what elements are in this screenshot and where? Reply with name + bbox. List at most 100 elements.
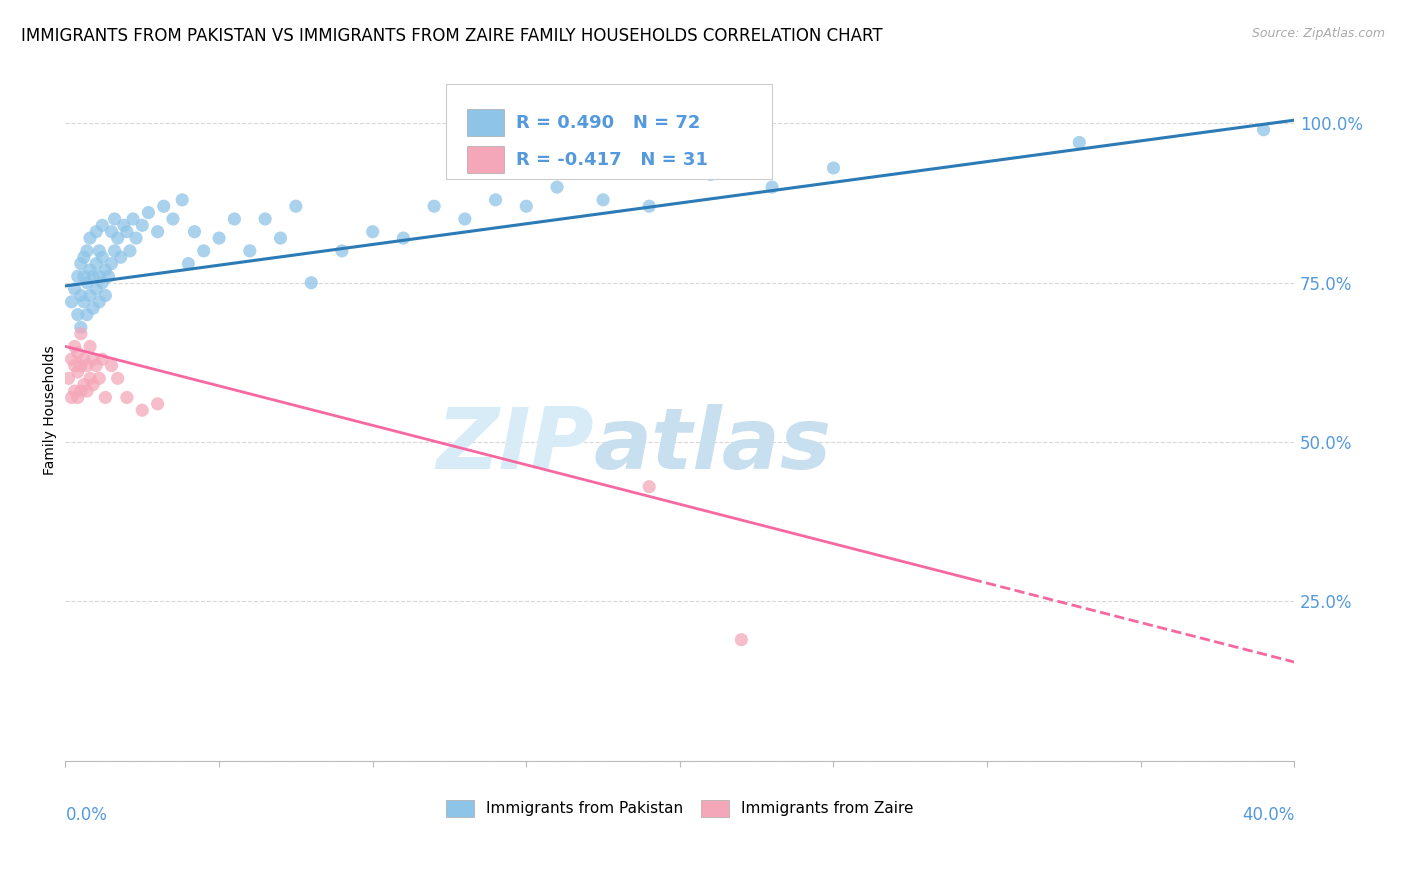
FancyBboxPatch shape	[446, 84, 772, 178]
Point	[254, 211, 277, 226]
Point	[91, 276, 114, 290]
Point	[138, 205, 160, 219]
Text: IMMIGRANTS FROM PAKISTAN VS IMMIGRANTS FROM ZAIRE FAMILY HOUSEHOLDS CORRELATION : IMMIGRANTS FROM PAKISTAN VS IMMIGRANTS F…	[21, 27, 883, 45]
Point	[592, 193, 614, 207]
Bar	[467, 110, 505, 136]
Point	[110, 250, 132, 264]
Point	[284, 199, 307, 213]
Point	[79, 371, 101, 385]
Text: 0.0%: 0.0%	[66, 806, 107, 824]
Point	[73, 250, 96, 264]
Point	[299, 276, 322, 290]
Point	[63, 282, 86, 296]
Point	[63, 339, 86, 353]
Point	[79, 288, 101, 302]
Point	[152, 199, 174, 213]
Point	[66, 346, 89, 360]
Point	[104, 211, 127, 226]
Point	[484, 193, 506, 207]
Point	[76, 384, 98, 398]
Point	[177, 257, 200, 271]
Bar	[467, 146, 505, 173]
Point	[69, 359, 91, 373]
Point	[63, 384, 86, 398]
Point	[122, 211, 145, 226]
Point	[69, 384, 91, 398]
Text: 40.0%: 40.0%	[1241, 806, 1295, 824]
Point	[84, 257, 107, 271]
Point	[423, 199, 446, 213]
Point	[131, 219, 153, 233]
Point	[89, 371, 111, 385]
Point	[91, 352, 114, 367]
Point	[73, 294, 96, 309]
Point	[84, 282, 107, 296]
Point	[761, 180, 783, 194]
Point	[270, 231, 292, 245]
Point	[239, 244, 262, 258]
Point	[515, 199, 537, 213]
Point	[823, 161, 845, 175]
Point	[69, 326, 91, 341]
Point	[60, 294, 83, 309]
Point	[162, 211, 184, 226]
Point	[454, 211, 477, 226]
Point	[82, 377, 104, 392]
Point	[82, 301, 104, 316]
Text: R = -0.417   N = 31: R = -0.417 N = 31	[516, 151, 709, 169]
Point	[89, 269, 111, 284]
Legend: Immigrants from Pakistan, Immigrants from Zaire: Immigrants from Pakistan, Immigrants fro…	[440, 794, 920, 823]
Point	[392, 231, 415, 245]
Point	[112, 219, 135, 233]
Point	[193, 244, 215, 258]
Point	[79, 231, 101, 245]
Point	[107, 371, 129, 385]
Point	[330, 244, 353, 258]
Point	[100, 359, 122, 373]
Point	[638, 480, 661, 494]
Point	[100, 257, 122, 271]
Text: ZIP: ZIP	[436, 404, 593, 487]
Point	[104, 244, 127, 258]
Point	[146, 397, 169, 411]
Point	[361, 225, 384, 239]
Point	[79, 339, 101, 353]
Point	[89, 244, 111, 258]
Point	[66, 365, 89, 379]
Point	[66, 308, 89, 322]
Point	[84, 359, 107, 373]
Point	[146, 225, 169, 239]
Text: Source: ZipAtlas.com: Source: ZipAtlas.com	[1251, 27, 1385, 40]
Point	[208, 231, 231, 245]
Point	[82, 352, 104, 367]
Point	[94, 288, 117, 302]
Point	[131, 403, 153, 417]
Point	[107, 231, 129, 245]
Point	[82, 269, 104, 284]
Point	[91, 250, 114, 264]
Point	[73, 377, 96, 392]
Point	[118, 244, 141, 258]
Point	[224, 211, 246, 226]
Point	[69, 257, 91, 271]
Point	[76, 308, 98, 322]
Point	[84, 225, 107, 239]
Point	[125, 231, 148, 245]
Text: R = 0.490   N = 72: R = 0.490 N = 72	[516, 113, 700, 132]
Text: atlas: atlas	[593, 404, 832, 487]
Point	[94, 391, 117, 405]
Point	[115, 391, 138, 405]
Point	[546, 180, 568, 194]
Point	[58, 371, 80, 385]
Point	[79, 263, 101, 277]
Point	[76, 276, 98, 290]
Point	[1253, 122, 1275, 136]
Point	[69, 320, 91, 334]
Point	[63, 359, 86, 373]
Point	[73, 352, 96, 367]
Point	[60, 391, 83, 405]
Point	[115, 225, 138, 239]
Point	[172, 193, 194, 207]
Point	[730, 632, 752, 647]
Point	[66, 391, 89, 405]
